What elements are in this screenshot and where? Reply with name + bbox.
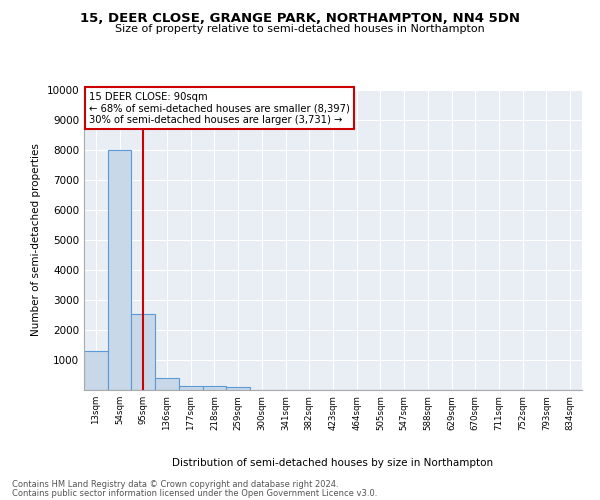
Text: Distribution of semi-detached houses by size in Northampton: Distribution of semi-detached houses by … — [172, 458, 494, 468]
Bar — [179, 386, 203, 390]
Text: 15 DEER CLOSE: 90sqm
← 68% of semi-detached houses are smaller (8,397)
30% of se: 15 DEER CLOSE: 90sqm ← 68% of semi-detac… — [89, 92, 350, 124]
Bar — [155, 378, 179, 390]
Bar — [108, 150, 131, 390]
Bar — [84, 351, 108, 390]
Bar — [226, 387, 250, 390]
Text: Contains public sector information licensed under the Open Government Licence v3: Contains public sector information licen… — [12, 488, 377, 498]
Bar — [203, 386, 226, 390]
Bar — [131, 314, 155, 390]
Y-axis label: Number of semi-detached properties: Number of semi-detached properties — [31, 144, 41, 336]
Text: 15, DEER CLOSE, GRANGE PARK, NORTHAMPTON, NN4 5DN: 15, DEER CLOSE, GRANGE PARK, NORTHAMPTON… — [80, 12, 520, 26]
Text: Size of property relative to semi-detached houses in Northampton: Size of property relative to semi-detach… — [115, 24, 485, 34]
Text: Contains HM Land Registry data © Crown copyright and database right 2024.: Contains HM Land Registry data © Crown c… — [12, 480, 338, 489]
